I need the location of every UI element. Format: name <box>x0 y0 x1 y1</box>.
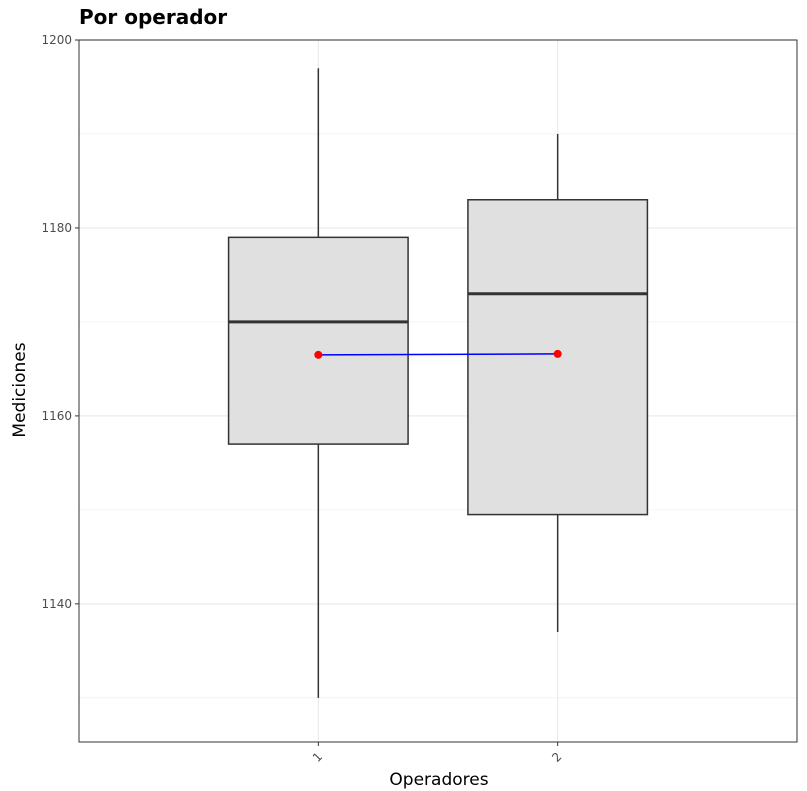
chart-title: Por operador <box>79 5 227 29</box>
y-tick-label: 1160 <box>41 409 72 423</box>
mean-layer <box>314 349 562 359</box>
x-tick-label: 2 <box>549 750 564 765</box>
y-tick-label: 1140 <box>41 597 72 611</box>
box-1 <box>227 68 409 698</box>
y-axis-title: Mediciones <box>10 342 30 437</box>
panel-border <box>78 39 798 743</box>
box-2 <box>467 133 649 633</box>
x-tick-label: 1 <box>310 750 325 765</box>
grid <box>79 39 797 742</box>
y-tick-label: 1200 <box>41 33 72 47</box>
mean-line <box>318 353 558 356</box>
mean-point <box>314 350 323 359</box>
mean-point <box>553 349 562 358</box>
y-tick-label: 1180 <box>41 221 72 235</box>
box-iqr <box>227 236 409 445</box>
y-axis: 1140 1160 1180 1200 <box>41 33 79 611</box>
x-axis-title: Operadores <box>389 770 488 790</box>
boxes <box>227 68 649 698</box>
